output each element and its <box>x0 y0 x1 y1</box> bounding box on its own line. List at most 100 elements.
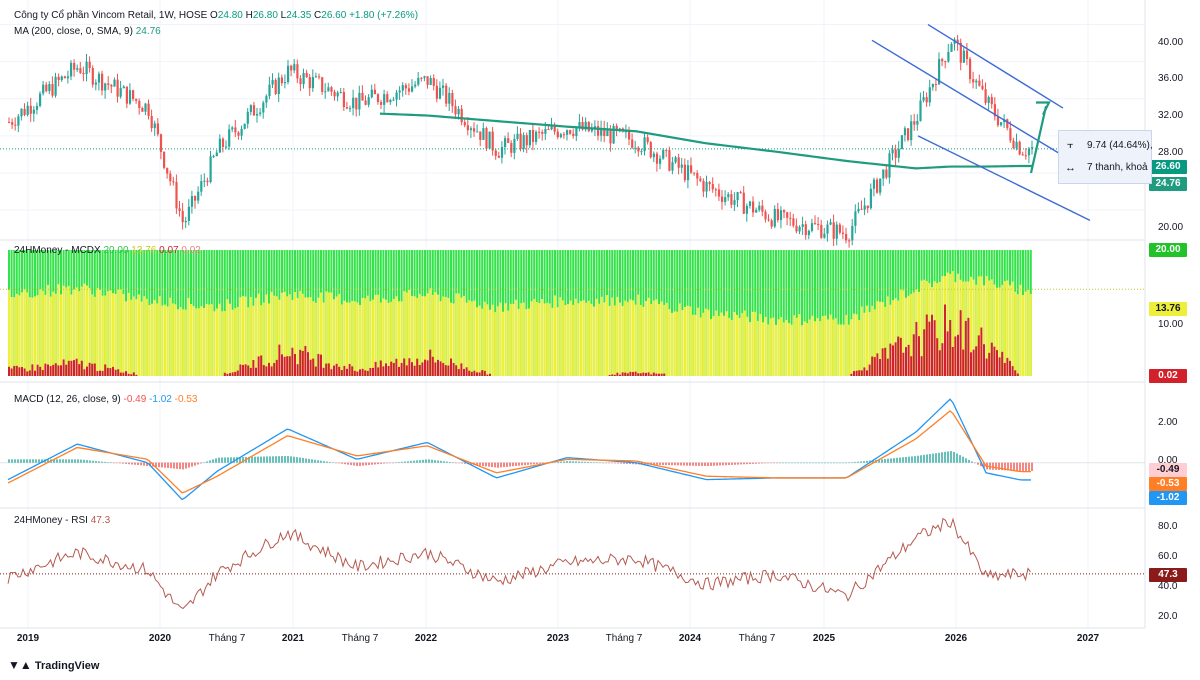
macd-histogram-bar <box>905 456 907 463</box>
mcdx-yellow-bar <box>67 285 70 376</box>
macd-histogram-bar <box>251 456 253 463</box>
candle-body <box>972 79 975 83</box>
mcdx-red-bar <box>424 359 426 376</box>
macd-histogram-bar <box>971 461 973 463</box>
candle-body <box>742 192 745 214</box>
mcdx-red-bar <box>390 361 393 376</box>
macd-histogram-bar <box>560 461 562 463</box>
candle-body <box>26 105 29 115</box>
mcdx-yellow-bar <box>1029 294 1032 376</box>
candle-body <box>637 147 640 152</box>
measure-tooltip[interactable]: ⫟ 9.74 (44.64%), ↔ 7 thanh, khoả <box>1058 130 1153 184</box>
candle-body <box>355 97 358 110</box>
mcdx-red-bar <box>223 372 226 376</box>
macd-histogram-bar <box>461 462 463 464</box>
mcdx-yellow-bar <box>920 280 923 376</box>
macd-histogram-bar <box>728 462 730 466</box>
mcdx-red-bar <box>301 350 304 376</box>
candle-body <box>767 219 770 221</box>
candle-body <box>404 85 407 89</box>
macd-histogram-bar <box>134 462 136 465</box>
mcdx-yellow-bar <box>811 315 814 376</box>
mcdx-red-bar <box>309 359 312 376</box>
macd-histogram-bar <box>362 462 364 466</box>
mcdx-yellow-bar <box>236 307 239 376</box>
mcdx-yellow-bar <box>525 309 528 376</box>
mcdx-red-bar <box>967 317 970 376</box>
candle-body <box>181 211 184 223</box>
mcdx-red-bar <box>96 371 99 376</box>
mcdx-yellow-bar <box>52 291 55 376</box>
candle-body <box>271 79 274 85</box>
mcdx-green-bar <box>821 250 824 376</box>
mcdx-red-bar <box>54 363 57 376</box>
candle-body <box>420 77 423 79</box>
mcdx-red-bar <box>481 370 484 376</box>
macd-histogram-bar <box>8 459 10 463</box>
mcdx-yellow-bar <box>366 295 369 376</box>
tradingview-logo[interactable]: ▼▲ TradingView <box>8 658 100 672</box>
candle-body <box>116 79 119 97</box>
candle-body <box>928 87 931 103</box>
candle-body <box>76 68 79 70</box>
mcdx-yellow-bar <box>491 304 494 376</box>
time-tick: Tháng 7 <box>605 633 643 644</box>
mcdx-yellow-bar <box>699 317 702 376</box>
mcdx-green-bar <box>767 250 770 376</box>
candle-body <box>528 129 531 146</box>
mcdx-yellow-bar <box>580 301 582 376</box>
mcdx-red-bar <box>941 343 944 376</box>
mcdx-red-bar <box>67 360 70 376</box>
candle-body <box>965 50 969 59</box>
macd-histogram-bar <box>767 462 769 464</box>
mcdx-yellow-bar <box>398 301 400 376</box>
mcdx-green-bar <box>808 250 811 376</box>
mcdx-red-bar <box>946 331 949 376</box>
mcdx-red-bar <box>473 370 476 376</box>
candle-body <box>88 61 91 69</box>
mcdx-red-bar <box>611 374 614 376</box>
macd-histogram-bar <box>347 462 349 465</box>
mcdx-yellow-bar <box>476 307 478 376</box>
candle-body <box>956 39 959 43</box>
macd-histogram-bar <box>494 462 496 468</box>
candle-body <box>73 62 76 70</box>
mcdx-yellow-bar <box>429 288 432 376</box>
mcdx-red-bar <box>658 373 660 376</box>
mcdx-yellow-bar <box>572 304 575 376</box>
candle-body <box>494 150 497 156</box>
mcdx-green-bar <box>814 250 816 376</box>
macd-histogram-bar <box>170 462 172 469</box>
mcdx-green-bar <box>772 250 775 376</box>
macd-histogram-bar <box>305 458 307 463</box>
mcdx-yellow-bar <box>593 306 595 376</box>
mcdx-red-bar <box>242 364 244 376</box>
macd-histogram-bar <box>962 456 964 463</box>
macd-histogram-bar <box>617 462 619 464</box>
macd-histogram-bar <box>941 452 943 463</box>
mcdx-yellow-bar <box>216 308 218 376</box>
mcdx-yellow-bar <box>23 289 26 376</box>
macd-histogram-bar <box>296 457 298 463</box>
candle-body <box>1009 128 1012 141</box>
mcdx-yellow-bar <box>886 296 889 376</box>
macd-histogram-bar <box>908 456 910 463</box>
macd-histogram-bar <box>41 459 43 463</box>
candle-body <box>891 149 894 154</box>
mcdx-red-bar <box>663 373 666 376</box>
macd-histogram-bar <box>71 459 73 463</box>
mcdx-red-bar <box>325 363 328 376</box>
mcdx-red-bar <box>886 358 889 376</box>
mcdx-yellow-bar <box>863 312 866 376</box>
candle-body <box>45 84 48 92</box>
mcdx-yellow-bar <box>143 296 146 376</box>
mcdx-red-bar <box>465 367 468 376</box>
mcdx-yellow-bar <box>624 300 627 376</box>
mcdx-red-bar <box>278 344 281 376</box>
macd-histogram-bar <box>335 462 337 464</box>
macd-histogram-bar <box>503 462 505 468</box>
mcdx-yellow-bar <box>629 299 632 376</box>
mcdx-yellow-bar <box>993 284 996 376</box>
mcdx-legend: 24HMoney - MCDX 20.00 13.76 0.07 0.02 <box>14 245 201 256</box>
